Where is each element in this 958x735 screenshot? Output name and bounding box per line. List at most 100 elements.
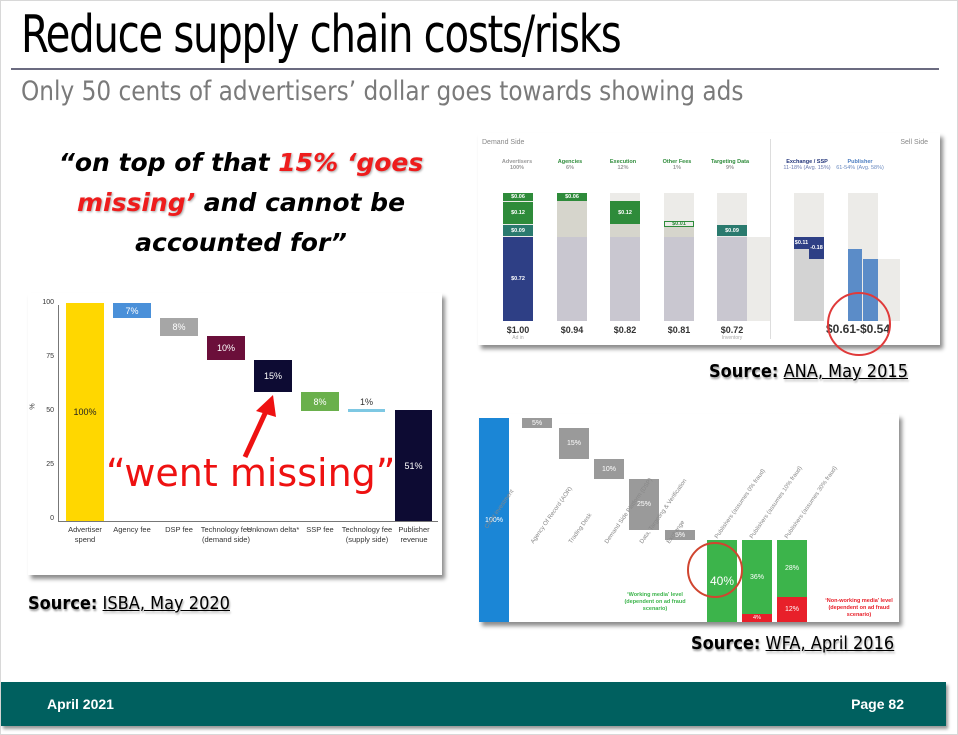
source-label: Source: bbox=[28, 593, 98, 614]
ana-total: $0.81 bbox=[667, 325, 691, 335]
bar-trading-desk: 15% bbox=[559, 428, 589, 459]
seg-fill bbox=[610, 224, 640, 237]
ana-total: $1.00 Ad in bbox=[506, 325, 530, 341]
bar-tech-fee-demand: 10% bbox=[207, 336, 245, 360]
demand-side-label: Demand Side bbox=[482, 139, 525, 146]
bar-aor: 5% bbox=[522, 418, 552, 428]
ana-gap bbox=[747, 237, 770, 321]
y-tick: 25 bbox=[46, 461, 54, 468]
seg: $0.12 bbox=[503, 202, 533, 224]
seg: $0.11 bbox=[794, 237, 809, 249]
category-label: Trading Desk bbox=[568, 512, 594, 545]
seg: $0.09 bbox=[503, 225, 533, 236]
seg: $0.06 bbox=[557, 193, 587, 201]
seg: $0.01 bbox=[664, 221, 694, 227]
source-isba: Source: ISBA, May 2020 bbox=[28, 593, 230, 614]
x-label: Advertiser spend bbox=[68, 525, 102, 544]
seg-fill bbox=[610, 237, 640, 321]
bar-unknown-delta: 15% bbox=[254, 360, 292, 392]
page-title: Reduce supply chain costs/risks bbox=[21, 5, 622, 65]
source-label: Source: bbox=[691, 633, 761, 654]
footer-date: April 2021 bbox=[47, 696, 114, 712]
ana-col-targeting: $0.09 bbox=[717, 193, 747, 321]
bar-ssp-fee: 8% bbox=[301, 392, 339, 411]
ana-total: $0.82 bbox=[613, 325, 637, 335]
col-head: Other Fees 1% bbox=[662, 159, 692, 171]
page-number: Page 82 bbox=[851, 696, 904, 712]
footer-bar: April 2021 Page 82 bbox=[1, 682, 946, 726]
category-label: Agency Of Record (AOR) bbox=[530, 486, 574, 545]
x-label: Technology fee (demand side) bbox=[200, 525, 252, 544]
working-media-note: ‘Working media’ level (dependent on ad f… bbox=[624, 592, 686, 612]
col-head: Targeting Data 9% bbox=[710, 159, 750, 171]
quote-highlight-1: 15% ‘goes bbox=[278, 148, 424, 177]
source-link-wfa[interactable]: WFA, April 2016 bbox=[765, 633, 895, 654]
seg-fill bbox=[809, 259, 824, 321]
seg-fill bbox=[717, 237, 747, 321]
seg: $0.06 bbox=[503, 193, 533, 201]
x-axis bbox=[58, 521, 438, 522]
quote-highlight-2: missing’ bbox=[76, 188, 196, 217]
bar-tech-fee-supply bbox=[348, 409, 385, 412]
side-divider bbox=[770, 139, 771, 339]
seg-fill bbox=[557, 201, 587, 237]
y-tick: 50 bbox=[46, 407, 54, 414]
y-axis bbox=[58, 305, 59, 521]
bar-publisher-10pct: 36% bbox=[742, 540, 772, 614]
sell-side-label: Sell Side bbox=[900, 139, 928, 146]
arrow-icon bbox=[242, 395, 276, 459]
seg-fill bbox=[664, 227, 694, 237]
bar-exchange: 5% bbox=[665, 530, 695, 540]
bar-publisher-10pct-fraud: 4% bbox=[742, 614, 772, 622]
y-tick: 0 bbox=[50, 515, 54, 522]
col-head: Exchange / SSP 11-18% (Avg. 15%) bbox=[783, 159, 831, 171]
seg-fill bbox=[664, 237, 694, 321]
source-link-ana[interactable]: ANA, May 2015 bbox=[783, 361, 909, 382]
bar-publisher-30pct-fraud: 12% bbox=[777, 597, 807, 622]
seg: -0.18 bbox=[809, 237, 824, 259]
source-wfa: Source: WFA, April 2016 bbox=[691, 633, 894, 654]
x-label: SSP fee bbox=[306, 525, 334, 534]
quote-part-1: “on top of that bbox=[58, 148, 279, 177]
ana-total: $0.72 Inventory bbox=[720, 325, 744, 341]
title-divider bbox=[11, 68, 939, 70]
x-label: Technology fee (supply side) bbox=[341, 525, 393, 544]
ana-col-agencies: $0.06 bbox=[557, 193, 587, 321]
seg: $0.09 bbox=[717, 225, 747, 236]
page-subtitle: Only 50 cents of advertisers’ dollar goe… bbox=[21, 76, 744, 107]
quote-text: “on top of that 15% ‘goes missing’ and c… bbox=[31, 143, 451, 263]
seg: $0.12 bbox=[610, 201, 640, 224]
ana-total: $0.94 bbox=[560, 325, 584, 335]
non-working-media-note: ‘Non-working media’ level (dependent on … bbox=[825, 598, 893, 618]
x-label: Publisher revenue bbox=[398, 525, 430, 544]
ana-col-exchange: $0.11 -0.18 bbox=[794, 193, 824, 321]
col-head: Advertisers 100% bbox=[501, 159, 533, 171]
wfa-waterfall-chart: 100% 5% 15% 10% 25% 5% 40% 36% 4% 28% 12… bbox=[479, 414, 899, 622]
quote-part-2: and cannot be bbox=[195, 188, 406, 217]
x-label: Agency fee bbox=[113, 525, 151, 534]
seg: $0.72 bbox=[503, 237, 533, 321]
x-label: DSP fee bbox=[165, 525, 193, 534]
bar-publisher-30pct: 28% bbox=[777, 540, 807, 597]
ana-col-advertisers: $0.06 $0.12 $0.09 $0.72 bbox=[503, 193, 533, 321]
col-head: Agencies 6% bbox=[557, 159, 583, 171]
ana-col-other-fees: $0.01 bbox=[664, 193, 694, 321]
source-link-isba[interactable]: ISBA, May 2020 bbox=[102, 593, 230, 614]
y-tick: 100 bbox=[42, 299, 54, 306]
went-missing-annotation: “went missing” bbox=[106, 451, 396, 495]
col-head: Execution 12% bbox=[609, 159, 637, 171]
source-ana: Source: ANA, May 2015 bbox=[709, 361, 908, 382]
bar-tech-fee-supply-label: 1% bbox=[359, 397, 373, 407]
bar-agency-fee: 7% bbox=[113, 303, 151, 318]
ana-supply-chain-chart: Demand Side Sell Side Advertisers 100% Ag… bbox=[478, 133, 940, 356]
ana-col-execution: $0.12 bbox=[610, 193, 640, 321]
seg-fill bbox=[794, 249, 809, 321]
y-tick: 75 bbox=[46, 353, 54, 360]
bar-advertiser-spend: 100% bbox=[66, 303, 104, 521]
col-head: Publisher 61-54% (Avg. 58%) bbox=[836, 159, 884, 171]
highlight-circle bbox=[827, 292, 891, 356]
bar-dsp: 10% bbox=[594, 459, 624, 479]
seg-fill bbox=[557, 237, 587, 321]
bar-publisher-revenue: 51% bbox=[395, 410, 432, 521]
